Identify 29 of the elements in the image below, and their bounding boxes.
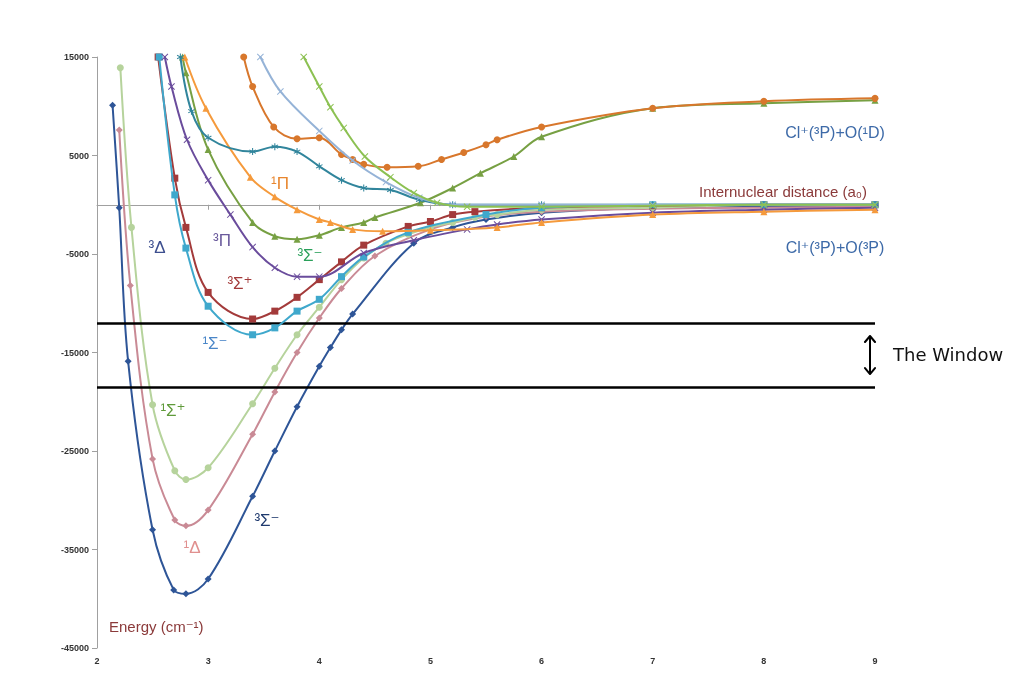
annotation: ¹Σ⁺ [160,400,186,420]
x-tick-label: 9 [872,655,878,666]
x-axis-title: Internuclear distance (a₀) [699,182,867,200]
y-tick-label: -15000 [60,347,89,358]
x-tick-label: 8 [761,655,767,666]
annotation: ¹Σ⁻ [202,333,228,353]
x-tick-label: 3 [205,655,211,666]
x-tick-label: 6 [539,655,545,666]
x-tick-label: 7 [650,655,656,666]
text: The Window [892,344,1004,366]
y-tick-label: 5000 [68,150,89,161]
annotation: ¹Δ [183,537,201,557]
annotation: Cl⁺(³P)+O(³P) [785,238,885,256]
annotation: ³Σ⁺ [227,273,253,293]
annotation: ¹Π [271,173,289,193]
annotation: ³Σ⁻ [297,245,323,265]
annotation: ³Π [213,230,231,250]
y-tick-label: -45000 [60,643,89,653]
annotation: ³Σ⁻ [254,510,280,530]
annotation: Cl⁺(³P)+O(¹D) [785,123,885,141]
x-tick-label: 4 [316,655,322,666]
x-tick-label: 2 [94,655,100,666]
x-tick-label: 5 [427,655,433,666]
y-axis-title: Energy (cm⁻¹) [109,618,204,635]
y-tick-label: -5000 [65,249,89,259]
y-tick-label: -25000 [60,446,89,456]
annotation: ³Δ [148,237,166,257]
y-tick-label: 15000 [63,52,89,62]
y-tick-label: -35000 [60,544,89,555]
